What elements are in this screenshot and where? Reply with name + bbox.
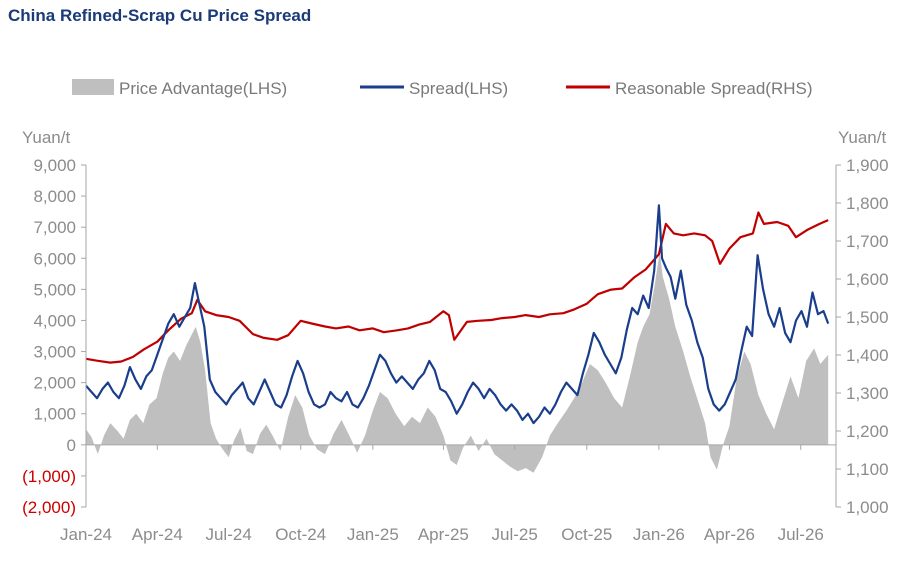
left-tick-label: 0 xyxy=(67,436,76,455)
left-tick-label: 7,000 xyxy=(33,218,76,237)
right-tick-label: 1,200 xyxy=(846,422,889,441)
left-tick-label: 2,000 xyxy=(33,374,76,393)
right-tick-label: 1,500 xyxy=(846,308,889,327)
legend-swatch-price-advantage xyxy=(72,79,114,95)
left-tick-label: 3,000 xyxy=(33,343,76,362)
right-tick-label: 1,000 xyxy=(846,498,889,517)
plot-area xyxy=(85,204,830,473)
x-tick-label: Jul-26 xyxy=(778,525,824,544)
series-line-spread xyxy=(85,204,830,425)
x-tick-label: Jul-25 xyxy=(492,525,538,544)
left-tick-label: 5,000 xyxy=(33,280,76,299)
legend-label-reasonable-spread: Reasonable Spread(RHS) xyxy=(615,79,813,98)
right-axis-unit: Yuan/t xyxy=(838,128,886,147)
x-tick-label: Apr-24 xyxy=(132,525,183,544)
x-axis-ticks: Jan-24 Apr-24 Jul-24 Oct-24 Jan-25 Apr-25 Jul-… xyxy=(60,444,824,544)
right-tick-label: 1,100 xyxy=(846,460,889,479)
right-tick-label: 1,700 xyxy=(846,232,889,251)
x-tick-label: Apr-25 xyxy=(418,525,469,544)
series-area-price-advantage xyxy=(86,252,829,473)
left-tick-label: 8,000 xyxy=(33,187,76,206)
left-tick-label: 6,000 xyxy=(33,249,76,268)
right-tick-label: 1,600 xyxy=(846,270,889,289)
legend: Price Advantage(LHS) Spread(LHS) Reasona… xyxy=(72,79,813,98)
x-tick-label: Jul-24 xyxy=(205,525,251,544)
x-tick-label: Oct-24 xyxy=(275,525,326,544)
left-axis-ticks: (2,000) (1,000) 0 1,000 2,000 3,000 4,000 5,000… xyxy=(22,156,86,517)
x-tick-label: Apr-26 xyxy=(704,525,755,544)
left-axis-unit: Yuan/t xyxy=(22,128,70,147)
left-tick-label: (1,000) xyxy=(22,467,76,486)
x-tick-label: Jan-25 xyxy=(347,525,399,544)
left-tick-label: 4,000 xyxy=(33,311,76,330)
right-tick-label: 1,900 xyxy=(846,156,889,175)
legend-label-spread: Spread(LHS) xyxy=(409,79,508,98)
x-tick-label: Jan-26 xyxy=(633,525,685,544)
right-tick-label: 1,300 xyxy=(846,384,889,403)
left-tick-label: (2,000) xyxy=(22,498,76,517)
x-tick-label: Jan-24 xyxy=(60,525,112,544)
right-tick-label: 1,400 xyxy=(846,346,889,365)
chart-title: China Refined-Scrap Cu Price Spread xyxy=(8,6,312,25)
legend-label-price-advantage: Price Advantage(LHS) xyxy=(119,79,287,98)
left-tick-label: 1,000 xyxy=(33,405,76,424)
left-tick-label: 9,000 xyxy=(33,156,76,175)
series-line-reasonable-spread xyxy=(85,211,829,364)
right-tick-label: 1,800 xyxy=(846,194,889,213)
right-axis-ticks: 1,000 1,100 1,200 1,300 1,400 1,500 1,600 1,700… xyxy=(836,156,889,517)
x-tick-label: Oct-25 xyxy=(561,525,612,544)
